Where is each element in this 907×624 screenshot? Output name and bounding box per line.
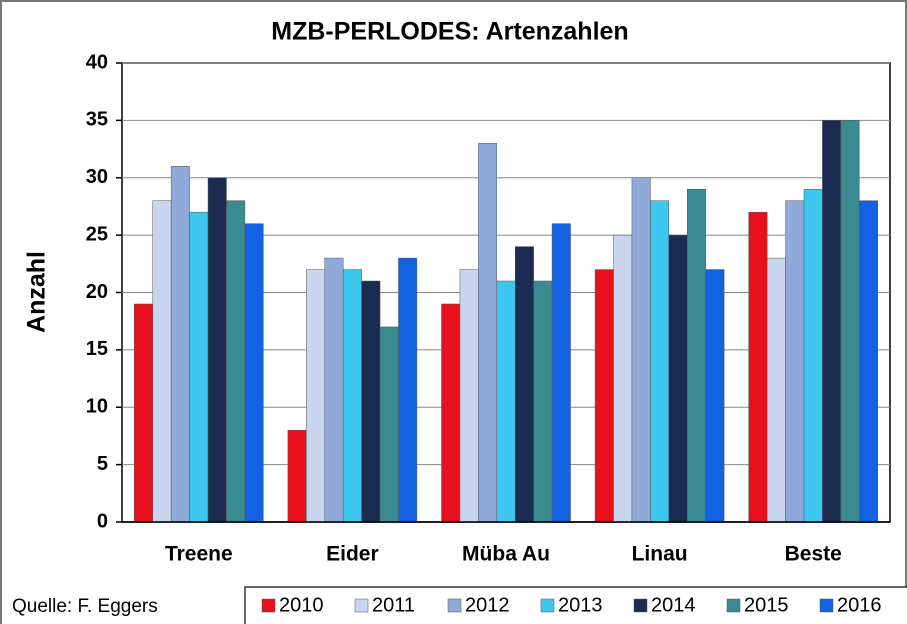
legend-label: 2011 bbox=[372, 594, 415, 616]
legend-label: 2015 bbox=[744, 594, 789, 616]
bar bbox=[551, 223, 571, 523]
bar bbox=[859, 200, 878, 523]
bar bbox=[244, 223, 264, 523]
y-tick-label: 20 bbox=[86, 281, 108, 303]
legend-swatch bbox=[354, 598, 369, 613]
bar bbox=[668, 234, 688, 523]
bar bbox=[840, 120, 860, 523]
x-tick-label: Müba Au bbox=[462, 543, 550, 566]
y-tick-label: 40 bbox=[86, 51, 108, 73]
x-tick-label: Linau bbox=[632, 543, 688, 566]
bar bbox=[398, 257, 418, 523]
y-tick-label: 0 bbox=[97, 510, 108, 532]
chart-title: MZB-PERLODES: Artenzahlen bbox=[271, 18, 628, 46]
x-tick-label: Beste bbox=[785, 543, 842, 566]
source: Quelle: F. Eggers bbox=[12, 596, 158, 617]
bar bbox=[631, 177, 651, 523]
y-tick-label: 5 bbox=[97, 453, 108, 475]
legend-label: 2013 bbox=[558, 594, 603, 616]
bar bbox=[287, 429, 307, 523]
legend-label: 2014 bbox=[651, 594, 696, 616]
y-tick-label: 25 bbox=[86, 223, 108, 245]
bar bbox=[306, 269, 326, 523]
legend-swatch bbox=[261, 598, 276, 613]
bar bbox=[686, 188, 706, 523]
legend-swatch bbox=[540, 598, 555, 613]
y-tick-label: 10 bbox=[86, 396, 108, 418]
bar bbox=[134, 303, 153, 523]
legend-swatch bbox=[726, 598, 741, 613]
bar bbox=[533, 280, 553, 523]
bar bbox=[324, 257, 344, 523]
legend-label: 2012 bbox=[465, 594, 510, 616]
bar bbox=[152, 200, 172, 523]
legend-label: 2016 bbox=[837, 594, 882, 616]
bar bbox=[766, 257, 786, 523]
bar bbox=[613, 234, 633, 523]
legend-swatch bbox=[447, 598, 462, 613]
x-tick-label: Eider bbox=[326, 543, 379, 566]
x-tick-label: Treene bbox=[165, 543, 233, 566]
bar bbox=[785, 200, 805, 523]
bar bbox=[170, 166, 190, 523]
bar bbox=[748, 211, 768, 523]
bar bbox=[594, 269, 614, 523]
legend-swatch bbox=[819, 598, 834, 613]
bar bbox=[189, 211, 209, 523]
bar bbox=[342, 269, 362, 523]
bar bbox=[379, 326, 399, 523]
bar bbox=[705, 269, 725, 523]
y-axis-label: Anzahl bbox=[23, 251, 51, 333]
bar bbox=[459, 269, 479, 523]
bar bbox=[496, 280, 516, 523]
bar bbox=[361, 280, 381, 523]
legend-swatch bbox=[633, 598, 648, 613]
legend-label: 2010 bbox=[279, 594, 324, 616]
bar bbox=[207, 177, 227, 523]
bar bbox=[650, 200, 670, 523]
y-tick-label: 15 bbox=[86, 338, 108, 360]
bar bbox=[514, 246, 534, 523]
bar bbox=[822, 120, 842, 523]
y-tick-label: 30 bbox=[86, 166, 108, 188]
bar bbox=[478, 143, 498, 523]
bar bbox=[441, 303, 461, 523]
bar bbox=[803, 188, 823, 523]
y-tick-label: 35 bbox=[86, 109, 108, 131]
bar bbox=[226, 200, 246, 523]
